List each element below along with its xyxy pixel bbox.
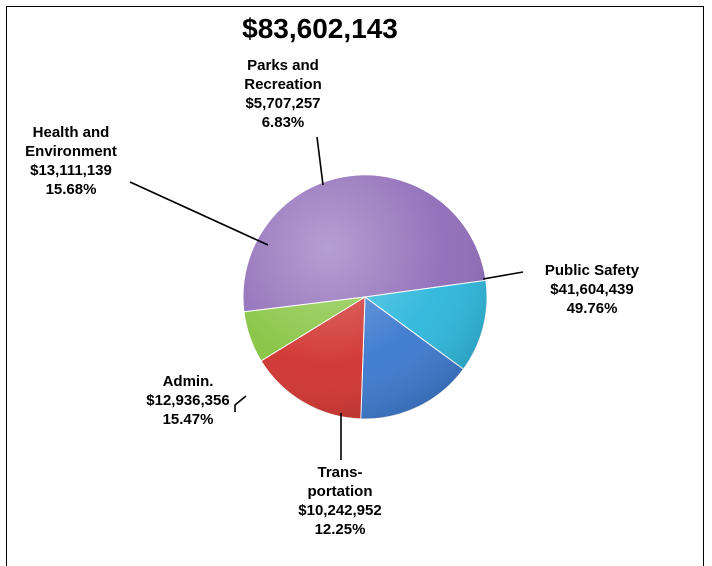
slice-label-line: Parks and [247,57,319,74]
slice-label-line: Public Safety [545,262,640,279]
slice-label-line: 6.83% [262,114,305,131]
slice-label-public-safety: Public Safety $41,604,439 49.76% [545,262,640,317]
slice-label-health-and-environment: Health and Environment $13,111,139 15.68% [25,124,117,198]
slice-label-line: 49.76% [567,300,618,317]
slice-label-line: 15.68% [46,181,97,198]
slice-label-transportation: Trans-portation $10,242,952 12.25% [298,464,381,538]
slice-label-line: Recreation [244,76,322,93]
leader-line-public-safety [482,271,524,280]
slice-label-line: Admin. [163,373,214,390]
pie-slices [242,174,488,420]
slice-label-line: 12.25% [315,521,366,538]
slice-label-line: Environment [25,143,117,160]
slice-label-line: $10,242,952 [298,502,381,519]
slice-label-line: $13,111,139 [30,162,112,179]
slice-label-line: 15.47% [163,411,214,428]
slice-label-line: Trans- [317,464,362,481]
slice-label-line: $41,604,439 [550,281,633,298]
slice-labels: Public Safety $41,604,439 49.76% Trans-port… [25,57,640,538]
slice-label-admin: Admin. $12,936,356 15.47% [146,373,229,428]
leader-line-parks-and-recreation [316,136,324,186]
slice-label-line: portation [308,483,373,500]
slice-label-parks-and-recreation: Parks and Recreation $5,707,257 6.83% [244,57,322,131]
slice-label-line: $5,707,257 [245,95,320,112]
leader-line-admin [234,395,247,412]
leader-lines [129,136,524,460]
chart-title: $83,602,143 [242,13,398,44]
slice-label-line: $12,936,356 [146,392,229,409]
slice-label-line: Health and [33,124,110,141]
leader-line-health-and-environment [129,181,269,246]
